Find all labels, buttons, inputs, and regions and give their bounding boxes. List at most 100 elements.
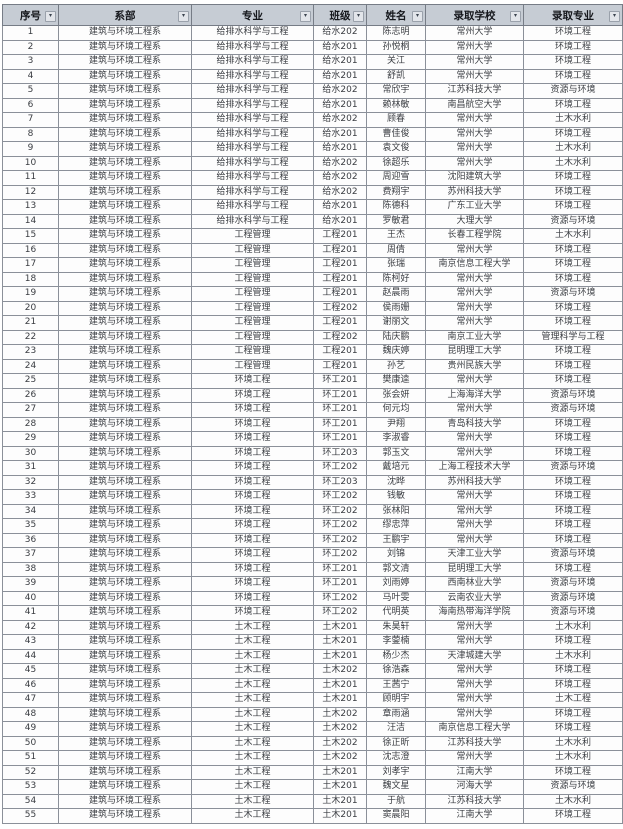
table-cell[interactable]: 土木工程 (191, 663, 314, 679)
table-cell[interactable]: 工程201 (313, 271, 367, 287)
table-cell[interactable]: 常州大学 (425, 141, 524, 157)
table-cell[interactable]: 常州大学 (425, 706, 524, 722)
table-cell[interactable]: 工程管理 (191, 286, 314, 302)
table-cell[interactable]: 27 (2, 402, 59, 418)
table-cell[interactable]: 资源与环境 (523, 213, 623, 229)
table-cell[interactable]: 环工203 (313, 445, 367, 461)
table-cell[interactable]: 建筑与环境工程系 (58, 518, 192, 534)
table-cell[interactable]: 张会妍 (366, 387, 426, 403)
table-cell[interactable]: 罗敏君 (366, 213, 426, 229)
table-cell[interactable]: 费翔宇 (366, 184, 426, 200)
table-cell[interactable]: 资源与环境 (523, 402, 623, 418)
table-cell[interactable]: 给水201 (313, 126, 367, 142)
table-cell[interactable]: 工程管理 (191, 228, 314, 244)
table-cell[interactable]: 谢丽文 (366, 315, 426, 331)
table-cell[interactable]: 环境工程 (523, 315, 623, 331)
table-cell[interactable]: 于航 (366, 793, 426, 809)
table-cell[interactable]: 环工202 (313, 503, 367, 519)
table-cell[interactable]: 土木水利 (523, 619, 623, 635)
table-cell[interactable]: 给水202 (313, 83, 367, 99)
table-cell[interactable]: 环工203 (313, 474, 367, 490)
table-cell[interactable]: 工程201 (313, 358, 367, 374)
table-cell[interactable]: 资源与环境 (523, 576, 623, 592)
table-cell[interactable]: 给排水科学与工程 (191, 68, 314, 84)
table-cell[interactable]: 16 (2, 242, 59, 258)
table-cell[interactable]: 建筑与环境工程系 (58, 474, 192, 490)
table-cell[interactable]: 环境工程 (523, 416, 623, 432)
table-cell[interactable]: 管理科学与工程 (523, 329, 623, 345)
table-cell[interactable]: 建筑与环境工程系 (58, 83, 192, 99)
table-cell[interactable]: 土木水利 (523, 112, 623, 128)
table-cell[interactable]: 资源与环境 (523, 460, 623, 476)
table-cell[interactable]: 建筑与环境工程系 (58, 808, 192, 824)
table-cell[interactable]: 徐浩森 (366, 663, 426, 679)
table-cell[interactable]: 给水201 (313, 54, 367, 70)
table-cell[interactable]: 环境工程 (523, 39, 623, 55)
table-cell[interactable]: 环工202 (313, 489, 367, 505)
table-cell[interactable]: 建筑与环境工程系 (58, 358, 192, 374)
table-cell[interactable]: 15 (2, 228, 59, 244)
table-cell[interactable]: 徐超乐 (366, 155, 426, 171)
table-cell[interactable]: 给水202 (313, 25, 367, 41)
table-cell[interactable]: 38 (2, 561, 59, 577)
table-cell[interactable]: 上海海洋大学 (425, 387, 524, 403)
table-cell[interactable]: 建筑与环境工程系 (58, 54, 192, 70)
table-cell[interactable]: 给排水科学与工程 (191, 112, 314, 128)
table-cell[interactable]: 20 (2, 300, 59, 316)
table-cell[interactable]: 常欣宇 (366, 83, 426, 99)
table-cell[interactable]: 环境工程 (191, 474, 314, 490)
table-cell[interactable]: 19 (2, 286, 59, 302)
table-cell[interactable]: 魏文星 (366, 779, 426, 795)
table-cell[interactable]: 海南热带海洋学院 (425, 605, 524, 621)
table-cell[interactable]: 常州大学 (425, 300, 524, 316)
table-cell[interactable]: 18 (2, 271, 59, 287)
table-cell[interactable]: 土木工程 (191, 692, 314, 708)
table-cell[interactable]: 环工202 (313, 518, 367, 534)
table-cell[interactable]: 环境工程 (191, 460, 314, 476)
table-cell[interactable]: 工程管理 (191, 358, 314, 374)
table-cell[interactable]: 建筑与环境工程系 (58, 416, 192, 432)
table-cell[interactable]: 环工201 (313, 431, 367, 447)
table-cell[interactable]: 环境工程 (523, 344, 623, 360)
table-cell[interactable]: 44 (2, 648, 59, 664)
table-cell[interactable]: 土木工程 (191, 764, 314, 780)
table-cell[interactable]: 何元均 (366, 402, 426, 418)
table-cell[interactable]: 建筑与环境工程系 (58, 228, 192, 244)
table-cell[interactable]: 工程201 (313, 344, 367, 360)
table-cell[interactable]: 建筑与环境工程系 (58, 25, 192, 41)
table-cell[interactable]: 江苏科技大学 (425, 793, 524, 809)
table-cell[interactable]: 建筑与环境工程系 (58, 663, 192, 679)
table-cell[interactable]: 建筑与环境工程系 (58, 431, 192, 447)
table-cell[interactable]: 环境工程 (523, 489, 623, 505)
table-cell[interactable]: 戴培元 (366, 460, 426, 476)
table-cell[interactable]: 建筑与环境工程系 (58, 315, 192, 331)
table-cell[interactable]: 常州大学 (425, 242, 524, 258)
table-cell[interactable]: 常州大学 (425, 68, 524, 84)
table-cell[interactable]: 给排水科学与工程 (191, 39, 314, 55)
table-cell[interactable]: 建筑与环境工程系 (58, 402, 192, 418)
table-cell[interactable]: 资源与环境 (523, 779, 623, 795)
table-cell[interactable]: 环境工程 (191, 590, 314, 606)
table-cell[interactable]: 8 (2, 126, 59, 142)
table-cell[interactable]: 给排水科学与工程 (191, 141, 314, 157)
table-cell[interactable]: 建筑与环境工程系 (58, 764, 192, 780)
table-cell[interactable]: 侯雨姗 (366, 300, 426, 316)
table-cell[interactable]: 周迎雪 (366, 170, 426, 186)
table-cell[interactable]: 建筑与环境工程系 (58, 300, 192, 316)
table-cell[interactable]: 工程201 (313, 242, 367, 258)
table-cell[interactable]: 常州大学 (425, 155, 524, 171)
table-cell[interactable]: 10 (2, 155, 59, 171)
table-cell[interactable]: 土木201 (313, 764, 367, 780)
table-cell[interactable]: 给水201 (313, 141, 367, 157)
table-cell[interactable]: 建筑与环境工程系 (58, 489, 192, 505)
table-cell[interactable]: 常州大学 (425, 503, 524, 519)
table-cell[interactable]: 大理大学 (425, 213, 524, 229)
table-cell[interactable]: 南昌航空大学 (425, 97, 524, 113)
table-cell[interactable]: 环境工程 (191, 445, 314, 461)
table-cell[interactable]: 常州大学 (425, 315, 524, 331)
table-cell[interactable]: 上海工程技术大学 (425, 460, 524, 476)
table-cell[interactable]: 西南林业大学 (425, 576, 524, 592)
table-cell[interactable]: 常州大学 (425, 286, 524, 302)
table-cell[interactable]: 环境工程 (523, 634, 623, 650)
table-cell[interactable]: 给排水科学与工程 (191, 170, 314, 186)
